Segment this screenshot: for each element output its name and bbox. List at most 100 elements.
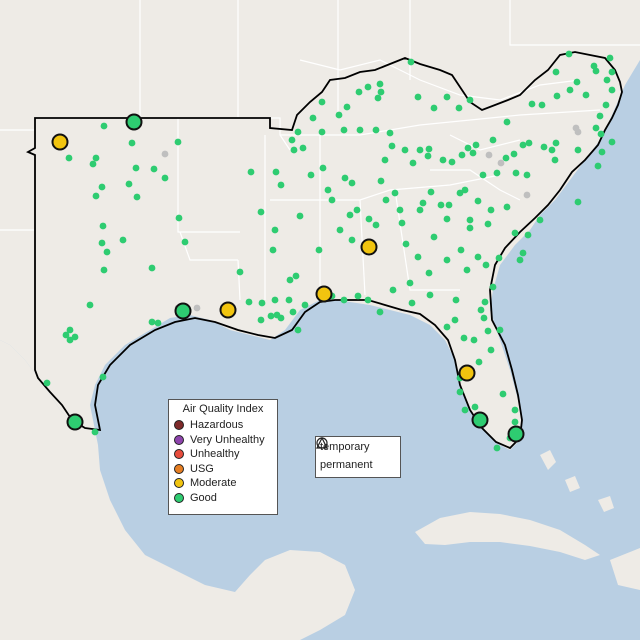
station-marker-good[interactable] bbox=[574, 146, 582, 154]
station-marker-good[interactable] bbox=[464, 144, 472, 152]
station-marker-good[interactable] bbox=[318, 98, 326, 106]
station-marker-good[interactable] bbox=[493, 444, 501, 452]
station-marker-good[interactable] bbox=[388, 142, 396, 150]
station-marker-good[interactable] bbox=[475, 358, 483, 366]
station-marker-good[interactable] bbox=[461, 406, 469, 414]
station-marker-good[interactable] bbox=[128, 139, 136, 147]
station-marker-no-data[interactable] bbox=[193, 304, 201, 312]
station-marker-good[interactable] bbox=[461, 186, 469, 194]
station-marker-good[interactable] bbox=[245, 298, 253, 306]
station-marker-good[interactable] bbox=[574, 198, 582, 206]
station-marker-no-data[interactable] bbox=[523, 191, 531, 199]
station-marker-good[interactable] bbox=[99, 222, 107, 230]
station-marker-good[interactable] bbox=[519, 249, 527, 257]
station-marker-good[interactable] bbox=[437, 201, 445, 209]
station-marker-good[interactable] bbox=[277, 314, 285, 322]
station-marker-good[interactable] bbox=[299, 144, 307, 152]
station-marker-moderate-large[interactable] bbox=[315, 285, 333, 303]
station-marker-good[interactable] bbox=[598, 148, 606, 156]
station-marker-no-data[interactable] bbox=[497, 159, 505, 167]
station-marker-good[interactable] bbox=[474, 197, 482, 205]
station-marker-good[interactable] bbox=[288, 136, 296, 144]
station-marker-good[interactable] bbox=[551, 156, 559, 164]
station-marker-good[interactable] bbox=[103, 248, 111, 256]
station-marker-good[interactable] bbox=[161, 174, 169, 182]
station-marker-good[interactable] bbox=[307, 171, 315, 179]
station-marker-good[interactable] bbox=[285, 296, 293, 304]
station-marker-good[interactable] bbox=[566, 86, 574, 94]
station-marker-good[interactable] bbox=[355, 88, 363, 96]
station-marker-good[interactable] bbox=[286, 276, 294, 284]
station-marker-good[interactable] bbox=[364, 296, 372, 304]
station-marker-good[interactable] bbox=[272, 168, 280, 176]
station-marker-good[interactable] bbox=[328, 196, 336, 204]
station-marker-good[interactable] bbox=[553, 92, 561, 100]
station-marker-good[interactable] bbox=[356, 126, 364, 134]
station-marker-good[interactable] bbox=[372, 221, 380, 229]
station-marker-good[interactable] bbox=[458, 151, 466, 159]
station-marker-good[interactable] bbox=[511, 229, 519, 237]
station-marker-good[interactable] bbox=[597, 130, 605, 138]
station-marker-good[interactable] bbox=[267, 312, 275, 320]
station-marker-good[interactable] bbox=[340, 126, 348, 134]
station-marker-good[interactable] bbox=[472, 141, 480, 149]
station-marker-good[interactable] bbox=[289, 308, 297, 316]
station-marker-good-large[interactable] bbox=[471, 411, 489, 429]
station-marker-good[interactable] bbox=[386, 129, 394, 137]
station-marker-good[interactable] bbox=[460, 334, 468, 342]
station-marker-good[interactable] bbox=[469, 149, 477, 157]
station-marker-good[interactable] bbox=[407, 58, 415, 66]
station-marker-good[interactable] bbox=[271, 226, 279, 234]
station-marker-good[interactable] bbox=[495, 254, 503, 262]
station-marker-good[interactable] bbox=[354, 292, 362, 300]
station-marker-good[interactable] bbox=[493, 169, 501, 177]
station-marker-good[interactable] bbox=[548, 146, 556, 154]
station-marker-good[interactable] bbox=[148, 264, 156, 272]
station-marker-good[interactable] bbox=[474, 253, 482, 261]
station-marker-good[interactable] bbox=[402, 240, 410, 248]
station-marker-good[interactable] bbox=[445, 201, 453, 209]
station-marker-good[interactable] bbox=[425, 269, 433, 277]
station-marker-good[interactable] bbox=[471, 403, 479, 411]
station-marker-good[interactable] bbox=[376, 308, 384, 316]
station-marker-good[interactable] bbox=[376, 80, 384, 88]
station-marker-good[interactable] bbox=[484, 327, 492, 335]
station-marker-good[interactable] bbox=[66, 326, 74, 334]
station-marker-good[interactable] bbox=[324, 186, 332, 194]
station-marker-good[interactable] bbox=[409, 159, 417, 167]
station-marker-no-data[interactable] bbox=[572, 124, 580, 132]
station-marker-good[interactable] bbox=[269, 246, 277, 254]
station-marker-moderate-large[interactable] bbox=[458, 364, 476, 382]
station-marker-good[interactable] bbox=[396, 206, 404, 214]
station-marker-good[interactable] bbox=[443, 323, 451, 331]
station-marker-good[interactable] bbox=[573, 78, 581, 86]
station-marker-good[interactable] bbox=[382, 196, 390, 204]
station-marker-good[interactable] bbox=[596, 112, 604, 120]
station-marker-good[interactable] bbox=[86, 301, 94, 309]
station-marker-good[interactable] bbox=[319, 164, 327, 172]
station-marker-good[interactable] bbox=[430, 104, 438, 112]
station-marker-good[interactable] bbox=[374, 94, 382, 102]
station-marker-good[interactable] bbox=[425, 145, 433, 153]
station-marker-good[interactable] bbox=[414, 93, 422, 101]
station-marker-good[interactable] bbox=[443, 93, 451, 101]
station-marker-good[interactable] bbox=[377, 88, 385, 96]
station-marker-moderate-large[interactable] bbox=[219, 301, 237, 319]
station-marker-good[interactable] bbox=[565, 50, 573, 58]
station-marker-good[interactable] bbox=[92, 154, 100, 162]
station-marker-good[interactable] bbox=[448, 158, 456, 166]
station-marker-good[interactable] bbox=[292, 272, 300, 280]
station-marker-good[interactable] bbox=[606, 54, 614, 62]
station-marker-good[interactable] bbox=[466, 96, 474, 104]
station-marker-good[interactable] bbox=[496, 326, 504, 334]
station-marker-good[interactable] bbox=[62, 331, 70, 339]
station-marker-good[interactable] bbox=[66, 336, 74, 344]
station-marker-good[interactable] bbox=[416, 146, 424, 154]
station-marker-good[interactable] bbox=[489, 283, 497, 291]
station-marker-good[interactable] bbox=[181, 238, 189, 246]
station-marker-good[interactable] bbox=[277, 181, 285, 189]
station-marker-good[interactable] bbox=[452, 296, 460, 304]
station-marker-good-large[interactable] bbox=[125, 113, 143, 131]
